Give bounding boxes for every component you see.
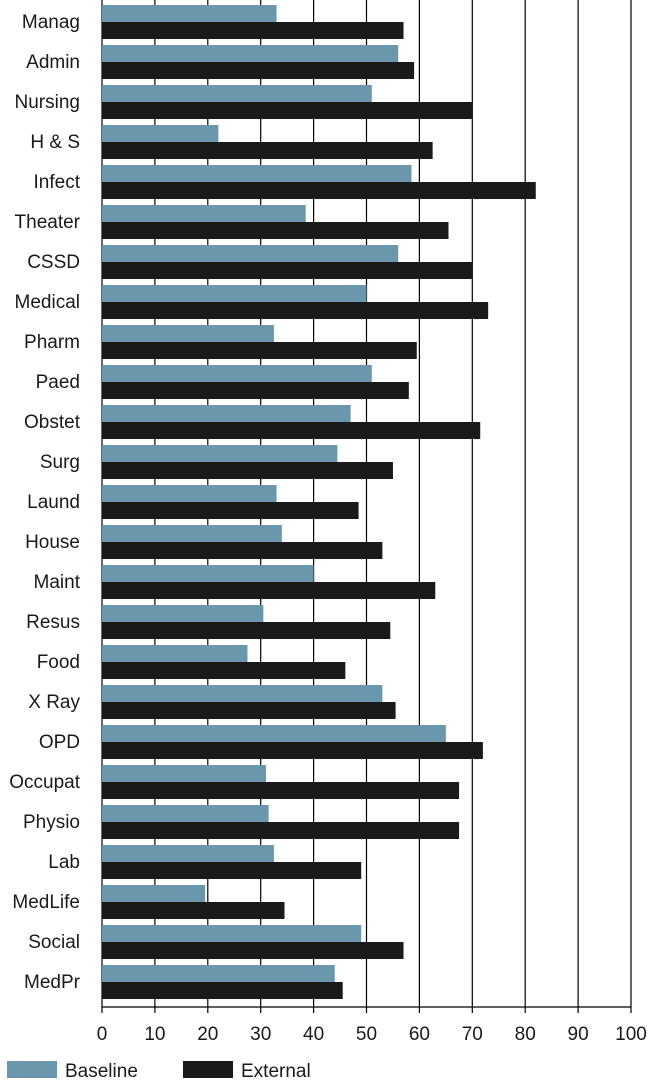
- bar-baseline: [102, 285, 367, 302]
- bar-external: [102, 302, 489, 319]
- x-tick-label: 60: [409, 1024, 430, 1045]
- bar-baseline: [102, 125, 219, 142]
- x-tick-label: 90: [568, 1024, 589, 1045]
- legend-swatch-baseline: [7, 1061, 57, 1078]
- bar-external: [102, 62, 415, 79]
- category-label: OPD: [39, 732, 80, 753]
- bar-external: [102, 982, 343, 999]
- x-axis: 0 10 20 30 40 50 60 70 80 90 100: [97, 1006, 647, 1045]
- bar-baseline: [102, 645, 248, 662]
- legend: Baseline External: [7, 1061, 311, 1080]
- category-label: Surg: [40, 452, 80, 473]
- bar-external: [102, 822, 460, 839]
- bar-baseline: [102, 525, 282, 542]
- category-label: Infect: [34, 172, 81, 193]
- category-label: Paed: [36, 372, 80, 393]
- x-tick-label: 70: [462, 1024, 483, 1045]
- category-label: CSSD: [27, 252, 80, 273]
- category-label: Manag: [22, 12, 80, 33]
- legend-label-external: External: [241, 1061, 311, 1080]
- bar-external: [102, 782, 460, 799]
- bar-baseline: [102, 405, 351, 422]
- bar-external: [102, 222, 449, 239]
- bar-external: [102, 262, 473, 279]
- bar-baseline: [102, 205, 306, 222]
- bar-baseline: [102, 765, 266, 782]
- legend-label-baseline: Baseline: [65, 1061, 138, 1080]
- x-tick-label: 10: [144, 1024, 165, 1045]
- bar-baseline: [102, 165, 412, 182]
- bar-baseline: [102, 245, 399, 262]
- x-tick-label: 20: [197, 1024, 218, 1045]
- bar-external: [102, 582, 436, 599]
- category-label: Maint: [34, 572, 81, 593]
- category-label: Admin: [26, 52, 80, 73]
- bar-external: [102, 462, 393, 479]
- category-label: Resus: [26, 612, 80, 633]
- category-label: H & S: [30, 132, 80, 153]
- category-label: MedPr: [24, 972, 81, 993]
- bar-baseline: [102, 85, 372, 102]
- x-tick-label: 50: [356, 1024, 377, 1045]
- bar-baseline: [102, 325, 274, 342]
- category-label: MedLife: [12, 892, 80, 913]
- bar-external: [102, 502, 359, 519]
- bar-external: [102, 102, 473, 119]
- category-labels: Manag Admin Nursing H & S Infect Theater CSSD M…: [9, 12, 80, 993]
- bar-external: [102, 862, 362, 879]
- bar-baseline: [102, 5, 277, 22]
- bar-baseline: [102, 365, 372, 382]
- x-tick-label: 30: [250, 1024, 271, 1045]
- bar-baseline: [102, 485, 277, 502]
- bar-baseline: [102, 805, 269, 822]
- category-label: Medical: [15, 292, 80, 313]
- bar-baseline: [102, 845, 274, 862]
- bar-external: [102, 182, 536, 199]
- x-tick-label: 0: [97, 1024, 108, 1045]
- bar-external: [102, 22, 404, 39]
- bar-baseline: [102, 445, 338, 462]
- category-label: Pharm: [24, 332, 80, 353]
- bar-external: [102, 902, 285, 919]
- bar-external: [102, 662, 346, 679]
- category-label: House: [25, 532, 80, 553]
- category-label: X Ray: [28, 692, 80, 713]
- bar-baseline: [102, 45, 399, 62]
- bar-external: [102, 622, 391, 639]
- x-tick-label: 100: [615, 1024, 647, 1045]
- bar-external: [102, 422, 481, 439]
- bar-baseline: [102, 605, 264, 622]
- bar-external: [102, 742, 483, 759]
- category-label: Laund: [27, 492, 80, 513]
- category-label: Occupat: [9, 772, 80, 793]
- bar-external: [102, 542, 383, 559]
- bar-external: [102, 142, 433, 159]
- x-tick-label: 80: [515, 1024, 536, 1045]
- bar-baseline: [102, 925, 362, 942]
- bars: [102, 5, 536, 999]
- bar-external: [102, 942, 404, 959]
- bar-baseline: [102, 725, 446, 742]
- category-label: Nursing: [15, 92, 80, 113]
- category-label: Theater: [15, 212, 81, 233]
- category-label: Lab: [48, 852, 80, 873]
- bar-external: [102, 382, 409, 399]
- bar-external: [102, 702, 396, 719]
- category-label: Social: [28, 932, 80, 953]
- category-label: Food: [37, 652, 80, 673]
- legend-swatch-external: [183, 1061, 233, 1078]
- bar-baseline: [102, 965, 335, 982]
- bar-baseline: [102, 685, 383, 702]
- category-label: Physio: [23, 812, 80, 833]
- bar-baseline: [102, 885, 206, 902]
- category-label: Obstet: [24, 412, 81, 433]
- bar-external: [102, 342, 417, 359]
- bar-baseline: [102, 565, 314, 582]
- x-tick-label: 40: [303, 1024, 324, 1045]
